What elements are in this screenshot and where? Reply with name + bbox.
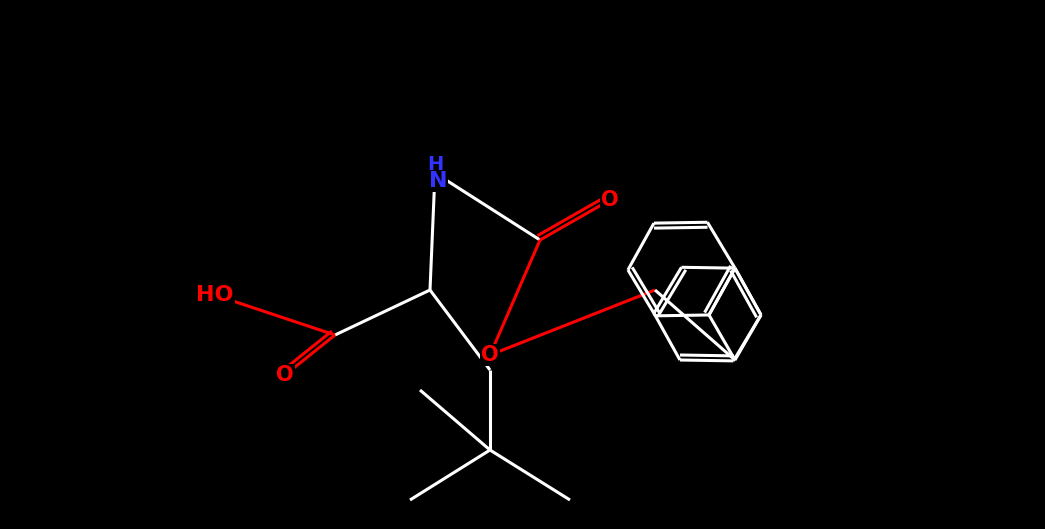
Text: O: O xyxy=(481,345,498,365)
Text: H: H xyxy=(426,156,443,175)
Text: O: O xyxy=(276,365,294,385)
Text: N: N xyxy=(428,171,447,191)
Text: HO: HO xyxy=(196,285,234,305)
Text: O: O xyxy=(601,190,619,210)
